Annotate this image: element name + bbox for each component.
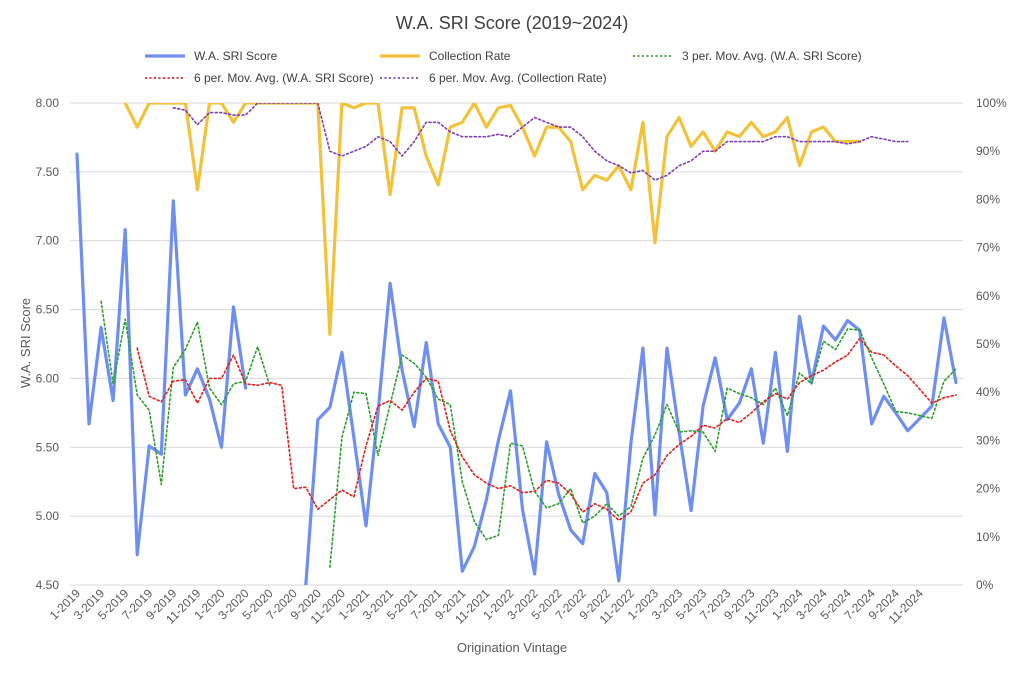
- y-axis-left-ticks: 4.50 5.00 5.50 6.00 6.50 7.00 7.50 8.00: [36, 96, 60, 592]
- ma6-sri-line: [136, 337, 957, 522]
- y-right-tick-label: 100%: [976, 96, 1007, 110]
- legend-label: Collection Rate: [429, 49, 511, 63]
- y-left-tick-label: 7.00: [36, 234, 60, 248]
- legend-label: 6 per. Mov. Avg. (Collection Rate): [429, 71, 607, 85]
- y-right-tick-label: 0%: [976, 578, 994, 592]
- y-right-tick-label: 40%: [976, 385, 1000, 399]
- gridlines: [70, 102, 963, 586]
- y-left-tick-label: 6.00: [36, 371, 60, 385]
- y-right-tick-label: 10%: [976, 530, 1000, 544]
- collection-rate-line: [123, 103, 862, 336]
- y-left-tick-label: 5.50: [36, 440, 60, 454]
- y-right-tick-label: 30%: [976, 433, 1000, 447]
- y-right-tick-label: 50%: [976, 337, 1000, 351]
- y-right-tick-label: 80%: [976, 192, 1000, 206]
- y-right-tick-label: 70%: [976, 241, 1000, 255]
- legend-label: 6 per. Mov. Avg. (W.A. SRI Score): [194, 71, 374, 85]
- legend-label: 3 per. Mov. Avg. (W.A. SRI Score): [682, 49, 862, 63]
- y-right-tick-label: 60%: [976, 289, 1000, 303]
- series-lines: [75, 103, 958, 585]
- y-right-tick-label: 90%: [976, 144, 1000, 158]
- ma3-sri-line: [100, 300, 957, 568]
- y-left-tick-label: 6.50: [36, 303, 60, 317]
- ma6-collection-line: [172, 103, 909, 181]
- chart-title: W.A. SRI Score (2019~2024): [396, 13, 629, 33]
- y-left-tick-label: 4.50: [36, 578, 60, 592]
- y-left-tick-label: 8.00: [36, 96, 60, 110]
- y-left-tick-label: 7.50: [36, 165, 60, 179]
- legend-label: W.A. SRI Score: [194, 49, 278, 63]
- x-axis-title: Origination Vintage: [457, 640, 567, 655]
- sri-score-line: [75, 152, 958, 585]
- y-axis-right-ticks: 0% 10% 20% 30% 40% 50% 60% 70% 80% 90% 100%: [976, 96, 1007, 592]
- y-left-tick-label: 5.00: [36, 509, 60, 523]
- y-axis-title: W.A. SRI Score: [18, 298, 33, 388]
- y-right-tick-label: 20%: [976, 482, 1000, 496]
- legend: W.A. SRI Score Collection Rate 3 per. Mov.…: [145, 49, 862, 85]
- x-axis-ticks: 1-20193-20195-20197-20199-201911-20191-2…: [47, 586, 926, 627]
